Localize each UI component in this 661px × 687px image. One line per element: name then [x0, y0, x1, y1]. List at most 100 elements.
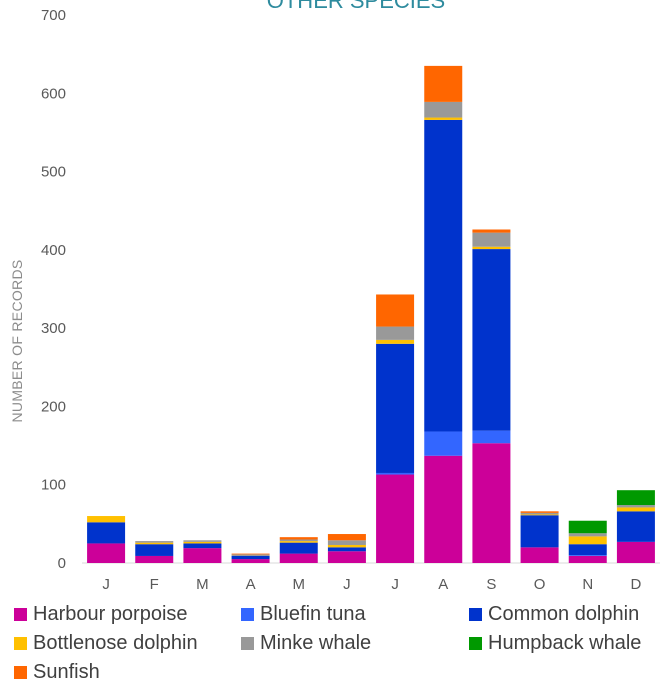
bar-segment — [183, 540, 222, 542]
bar-segment — [568, 544, 607, 556]
bar-segment — [135, 544, 174, 556]
legend-label: Humpback whale — [488, 632, 642, 654]
bar-segment — [616, 490, 655, 506]
bar-segment — [135, 541, 174, 543]
bar-segment — [424, 65, 463, 102]
legend-label: Common dolphin — [488, 603, 640, 625]
legend-label: Minke whale — [260, 632, 372, 654]
x-tick-label: J — [102, 576, 110, 593]
legend-item-common-dolphin: Common dolphin — [469, 603, 639, 626]
legend-row: Sunfish — [14, 658, 659, 687]
legend-item-sunfish: Sunfish — [14, 661, 100, 684]
bar-segment — [135, 542, 174, 545]
bar-segment — [424, 101, 463, 118]
y-axis: 0 100 200 300 400 500 600 700 — [41, 7, 66, 572]
legend-label: Harbour porpoise — [33, 603, 188, 625]
legend-row: Harbour porpoise Bluefin tuna Common dol… — [14, 600, 659, 629]
chart-title: OTHER SPECIES — [267, 0, 445, 13]
bar-segment — [87, 522, 126, 544]
bar-segment — [376, 339, 415, 344]
legend-row: Bottlenose dolphin Minke whale Humpback … — [14, 629, 659, 658]
bar-segment — [231, 553, 270, 555]
bar-segment — [87, 543, 126, 563]
legend-label: Bluefin tuna — [260, 603, 366, 625]
y-tick-label: 0 — [58, 555, 66, 572]
bar-segment — [472, 229, 511, 233]
bar-segment — [327, 544, 366, 548]
bar-segment — [279, 537, 318, 540]
bar-segment — [568, 533, 607, 537]
legend-swatch-bottlenose-dolphin — [14, 637, 27, 650]
legend-label: Bottlenose dolphin — [33, 632, 198, 654]
x-tick-label: F — [150, 576, 159, 593]
bar-segment — [231, 555, 270, 560]
x-tick-label: S — [486, 576, 496, 593]
bar-segment — [327, 534, 366, 541]
bar-segment — [472, 430, 511, 444]
x-tick-label: A — [246, 576, 256, 593]
legend-item-humpback-whale: Humpback whale — [469, 632, 641, 655]
bar-segment — [376, 343, 415, 473]
bar-segment — [424, 117, 463, 120]
bar-segment — [568, 555, 607, 556]
bar-segment — [87, 516, 126, 523]
bar-segment — [183, 541, 222, 544]
y-axis-label: NUMBER OF RECORDS — [9, 260, 25, 423]
bar-segment — [568, 555, 607, 563]
bar-segment — [376, 294, 415, 327]
bar-segment — [279, 553, 318, 563]
legend-item-minke-whale: Minke whale — [241, 632, 469, 655]
x-tick-label: N — [582, 576, 593, 593]
x-tick-label: O — [534, 576, 546, 593]
bar-segment — [327, 547, 366, 552]
legend-swatch-humpback-whale — [469, 637, 482, 650]
bar-segment — [520, 514, 559, 516]
bar-segment — [376, 326, 415, 340]
bar-segment — [616, 511, 655, 542]
bar-segment — [279, 542, 318, 554]
bar-segment — [231, 554, 270, 556]
bar-segment — [135, 555, 174, 563]
bar-segment — [279, 541, 318, 543]
y-tick-label: 200 — [41, 398, 66, 415]
legend: Harbour porpoise Bluefin tuna Common dol… — [14, 600, 659, 687]
y-tick-label: 700 — [41, 7, 66, 24]
x-tick-label: A — [438, 576, 448, 593]
bar-segment — [424, 455, 463, 563]
bar-segment — [327, 551, 366, 563]
legend-item-bluefin-tuna: Bluefin tuna — [241, 603, 469, 626]
bar-segment — [327, 540, 366, 545]
bar-segment — [183, 548, 222, 563]
stacked-bar-chart: OTHER SPECIES 0 100 200 300 400 500 600 700 NUM… — [9, 0, 660, 593]
bar-segment — [183, 543, 222, 549]
bar-segment — [616, 541, 655, 563]
legend-item-harbour-porpoise: Harbour porpoise — [14, 603, 241, 626]
legend-swatch-bluefin-tuna — [241, 608, 254, 621]
y-tick-label: 600 — [41, 85, 66, 102]
bar-segment — [472, 232, 511, 247]
x-tick-label: J — [391, 576, 399, 593]
legend-swatch-common-dolphin — [469, 608, 482, 621]
bar-segment — [568, 520, 607, 534]
bars — [87, 65, 655, 563]
legend-item-bottlenose-dolphin: Bottlenose dolphin — [14, 632, 241, 655]
legend-swatch-harbour-porpoise — [14, 608, 27, 621]
y-tick-label: 300 — [41, 320, 66, 337]
bar-segment — [520, 547, 559, 563]
x-tick-label: J — [343, 576, 351, 593]
bar-segment — [231, 559, 270, 563]
bar-segment — [616, 507, 655, 512]
bar-segment — [424, 431, 463, 456]
x-tick-label: M — [293, 576, 306, 593]
x-tick-label: D — [630, 576, 641, 593]
legend-label: Sunfish — [33, 661, 100, 683]
bar-segment — [279, 539, 318, 542]
bar-segment — [520, 511, 559, 513]
x-tick-label: M — [196, 576, 209, 593]
bar-segment — [376, 474, 415, 563]
bar-segment — [472, 443, 511, 563]
bar-segment — [472, 246, 511, 250]
bar-segment — [472, 249, 511, 431]
y-tick-label: 100 — [41, 477, 66, 494]
